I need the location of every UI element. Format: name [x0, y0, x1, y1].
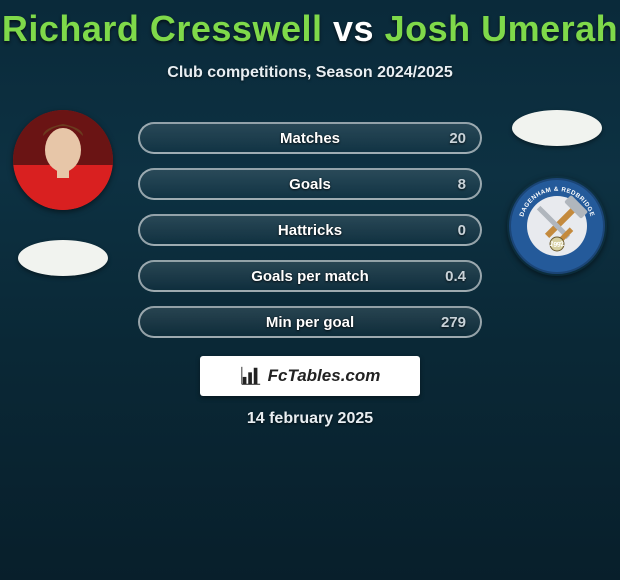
comparison-card: Richard Cresswell vs Josh Umerah Club co…	[0, 0, 620, 580]
stat-value: 0	[458, 222, 466, 239]
stat-row-gpm: Goals per match 0.4	[138, 260, 482, 292]
stat-row-hattricks: Hattricks 0	[138, 214, 482, 246]
stat-value: 0.4	[445, 268, 466, 285]
title-vs: vs	[333, 8, 374, 49]
right-column: DAGENHAM & REDBRIDGE 1992	[502, 110, 612, 276]
title-player2: Josh Umerah	[385, 8, 619, 49]
stat-value: 279	[441, 314, 466, 331]
stat-row-mpg: Min per goal 279	[138, 306, 482, 338]
date-label: 14 february 2025	[0, 410, 620, 428]
page-title: Richard Cresswell vs Josh Umerah	[0, 0, 620, 50]
stat-value: 8	[458, 176, 466, 193]
title-player1: Richard Cresswell	[2, 8, 323, 49]
crest-icon: DAGENHAM & REDBRIDGE 1992	[507, 176, 607, 276]
logo-text: FcTables.com	[268, 366, 381, 386]
svg-text:1992: 1992	[549, 241, 566, 249]
stat-label: Hattricks	[140, 222, 480, 239]
player2-club-badge	[512, 110, 602, 146]
stat-row-matches: Matches 20	[138, 122, 482, 154]
stat-label: Min per goal	[140, 314, 480, 331]
stat-label: Matches	[140, 130, 480, 147]
stat-label: Goals	[140, 176, 480, 193]
stats-list: Matches 20 Goals 8 Hattricks 0 Goals per…	[138, 122, 482, 338]
fctables-logo: FcTables.com	[200, 356, 420, 396]
subtitle: Club competitions, Season 2024/2025	[0, 64, 620, 82]
avatar-placeholder-icon	[13, 110, 113, 210]
player1-club-badge	[18, 240, 108, 276]
stat-label: Goals per match	[140, 268, 480, 285]
left-column	[8, 110, 118, 276]
stat-value: 20	[449, 130, 466, 147]
player1-avatar	[13, 110, 113, 210]
dagenham-redbridge-crest: DAGENHAM & REDBRIDGE 1992	[507, 176, 607, 276]
bar-chart-icon	[240, 365, 262, 387]
stat-row-goals: Goals 8	[138, 168, 482, 200]
crest-text-bottom: 1992	[549, 241, 566, 249]
